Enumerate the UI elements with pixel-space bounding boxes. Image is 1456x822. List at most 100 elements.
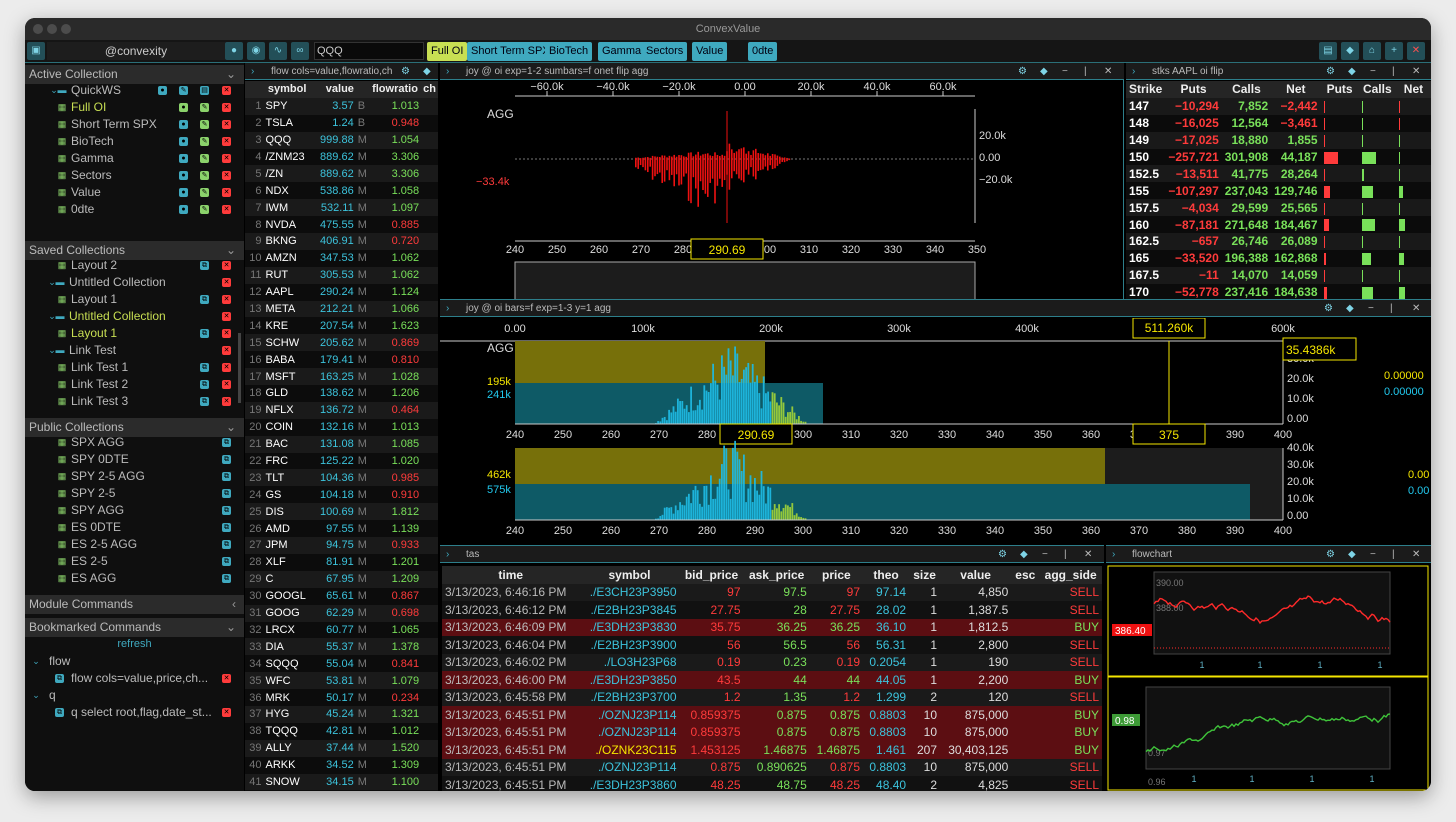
col-header-puts[interactable]: Puts: [1165, 81, 1222, 98]
col-header-value[interactable]: value: [310, 81, 369, 98]
load-icon[interactable]: ●: [179, 120, 188, 129]
oi-row[interactable]: 160 −87,181 271,648 184,467: [1126, 216, 1431, 234]
public-item-4[interactable]: ▦ SPY AGG ⧉: [25, 502, 244, 519]
joy-oi-chart[interactable]: −60.0k −40.0k −20.0k 0.00 20.0k 40.0k 60.0k AGG…: [440, 81, 1124, 299]
bookmark-icon[interactable]: ◆: [1346, 303, 1354, 314]
bookmarked-command[interactable]: ⧉ q select root,flag,date_st... ✕: [25, 704, 244, 721]
load-icon[interactable]: ●: [179, 205, 188, 214]
tas-row[interactable]: 3/13/2023, 6:46:00 PM ./E3DH23P3850 43.5 44…: [442, 671, 1102, 689]
edit-icon[interactable]: ✎: [200, 103, 209, 112]
tas-row[interactable]: 3/13/2023, 6:45:51 PM ./E3DH23P3860 48.25 4…: [442, 776, 1102, 791]
watchlist-row[interactable]: 4/ZNM23 889.62 M 3.306: [245, 148, 438, 166]
minimize-icon[interactable]: −: [1370, 549, 1376, 560]
sidebar-toggle-icon[interactable]: ▣: [27, 42, 45, 60]
copy-icon[interactable]: ⧉: [200, 329, 209, 338]
copy-icon[interactable]: ⧉: [222, 557, 231, 566]
col-header-symbol[interactable]: symbol: [579, 566, 680, 584]
joy-bars-command[interactable]: joy @ oi bars=f exp=1-3 y=1 agg: [466, 303, 611, 314]
expand-chevron-icon[interactable]: ⌄: [48, 345, 56, 355]
watchlist-row[interactable]: 18 GLD 138.62 M 1.206: [245, 385, 438, 402]
oi-row[interactable]: 157.5 −4,034 29,599 25,565: [1126, 199, 1431, 217]
col-header-ask_price[interactable]: ask_price: [743, 566, 810, 584]
watchlist-row[interactable]: 3 QQQ 999.88 M 1.054: [245, 131, 438, 149]
expand-chevron-icon[interactable]: ⌄: [48, 311, 56, 321]
saved-item-3[interactable]: ⌄ ▬ Untitled Collection ✕: [25, 308, 244, 325]
public-item-0[interactable]: ▦ SPX AGG ⧉: [25, 434, 244, 451]
cmd-group-flow[interactable]: ⌄ flow: [25, 653, 244, 670]
public-item-8[interactable]: ▦ ES AGG ⧉: [25, 570, 244, 587]
watchlist-row[interactable]: 38 TQQQ 42.81 M 1.012: [245, 722, 438, 740]
active-item-3[interactable]: ▦ Gamma ● ✎ ✕: [25, 150, 244, 167]
watchlist-row[interactable]: 6 NDX 538.86 M 1.058: [245, 182, 438, 200]
trash-icon[interactable]: ✕: [222, 137, 231, 146]
chevron-icon[interactable]: ‹: [232, 597, 236, 611]
saved-item-7[interactable]: ▦ Link Test 2 ⧉ ✕: [25, 376, 244, 393]
col-header-theo[interactable]: theo: [863, 566, 910, 584]
saved-item-2[interactable]: ▦ Layout 1 ⧉ ✕: [25, 291, 244, 308]
col-header-value[interactable]: value: [940, 566, 1012, 584]
edit-icon[interactable]: ✎: [200, 154, 209, 163]
load-icon[interactable]: ●: [179, 154, 188, 163]
trash-icon[interactable]: ✕: [222, 205, 231, 214]
split-icon[interactable]: |: [1392, 66, 1395, 77]
module-commands-section[interactable]: Module Commands ‹: [25, 595, 244, 614]
watchlist-row[interactable]: 2 TSLA 1.24 B 0.948: [245, 114, 438, 132]
watchlist-row[interactable]: 19 NFLX 136.72 M 0.464: [245, 401, 438, 419]
copy-icon[interactable]: ⧉: [222, 540, 231, 549]
settings-icon[interactable]: ⚙: [1326, 549, 1335, 560]
watchlist-row[interactable]: 13 META 212.21 M 1.066: [245, 300, 438, 318]
quickws-folder[interactable]: ⌄ ▬ QuickWS ● ✎ ▤ ✕: [25, 82, 244, 99]
watchlist-row[interactable]: 21 BAC 131.08 M 1.085: [245, 435, 438, 453]
flowchart-command[interactable]: flowchart: [1132, 549, 1173, 560]
col-header-symbol[interactable]: symbol: [263, 81, 311, 98]
close-window-dot[interactable]: [33, 24, 43, 34]
add-icon[interactable]: +: [1385, 42, 1403, 60]
copy-icon[interactable]: ⧉: [200, 261, 209, 270]
oi-row[interactable]: 148 −16,025 12,564 −3,461: [1126, 114, 1431, 132]
edit-icon[interactable]: ✎: [200, 188, 209, 197]
bookmark-icon[interactable]: ◆: [1040, 66, 1048, 77]
edit-icon[interactable]: ✎: [200, 171, 209, 180]
watchlist-row[interactable]: 15 SCHW 205.62 M 0.869: [245, 334, 438, 352]
joy-bars-chart[interactable]: 0.00100k200k300k400k500k600kAGG195k241k3…: [440, 318, 1431, 546]
watchlist-row[interactable]: 17 MSFT 163.25 M 1.028: [245, 368, 438, 386]
watchlist-row[interactable]: 39 ALLY 37.44 M 1.520: [245, 739, 438, 757]
col-header-bid_price[interactable]: bid_price: [679, 566, 744, 584]
close-pane-icon[interactable]: ✕: [1412, 303, 1421, 314]
tas-row[interactable]: 3/13/2023, 6:45:51 PM ./OZNJ23P114 0.85937…: [442, 706, 1102, 724]
tas-row[interactable]: 3/13/2023, 6:45:51 PM ./OZNK23C115 1.45312…: [442, 741, 1102, 759]
trash-icon[interactable]: ✕: [222, 278, 231, 287]
chevron-icon[interactable]: ⌄: [225, 620, 236, 634]
watchlist-row[interactable]: 32 LRCX 60.77 M 1.065: [245, 621, 438, 639]
chevron-icon[interactable]: ⌄: [225, 243, 236, 257]
save-icon[interactable]: ▤: [1319, 42, 1337, 60]
copy-icon[interactable]: ⧉: [222, 489, 231, 498]
watchlist-row[interactable]: 40 ARKK 34.52 M 1.309: [245, 756, 438, 774]
active-item-2[interactable]: ▦ BioTech ● ✎ ✕: [25, 133, 244, 150]
tas-row[interactable]: 3/13/2023, 6:46:02 PM ./LO3H23P68 0.19 0.23…: [442, 653, 1102, 671]
refresh-link[interactable]: refresh: [117, 638, 152, 650]
copy-icon[interactable]: ⧉: [222, 574, 231, 583]
trash-icon[interactable]: ✕: [222, 674, 231, 683]
col-header-ch[interactable]: ch: [421, 81, 438, 98]
close-pane-icon[interactable]: ✕: [1412, 66, 1421, 77]
chevron-icon[interactable]: ⌄: [225, 67, 236, 81]
saved-item-0[interactable]: ▦ Layout 2 ⧉ ✕: [25, 257, 244, 274]
col-header-net[interactable]: Net: [1395, 81, 1431, 98]
watchlist-row[interactable]: 33 DIA 55.37 M 1.378: [245, 638, 438, 656]
watchlist-row[interactable]: 26 AMD 97.55 M 1.139: [245, 520, 438, 538]
trash-icon[interactable]: ✕: [222, 380, 231, 389]
copy-icon[interactable]: ⧉: [200, 380, 209, 389]
zoom-window-dot[interactable]: [61, 24, 71, 34]
close-pane-icon[interactable]: ✕: [1412, 549, 1421, 560]
watchlist-command[interactable]: flow cols=value,flowratio,ch: [271, 66, 393, 77]
trash-icon[interactable]: ✕: [222, 261, 231, 270]
watchlist-row[interactable]: 10 AMZN 347.53 M 1.062: [245, 249, 438, 267]
split-icon[interactable]: |: [1064, 549, 1067, 560]
load-icon[interactable]: ●: [179, 137, 188, 146]
active-item-4[interactable]: ▦ Sectors ● ✎ ✕: [25, 167, 244, 184]
tas-command[interactable]: tas: [466, 549, 480, 560]
public-item-1[interactable]: ▦ SPY 0DTE ⧉: [25, 451, 244, 468]
trash-icon[interactable]: ✕: [222, 295, 231, 304]
trash-icon[interactable]: ✕: [222, 329, 231, 338]
